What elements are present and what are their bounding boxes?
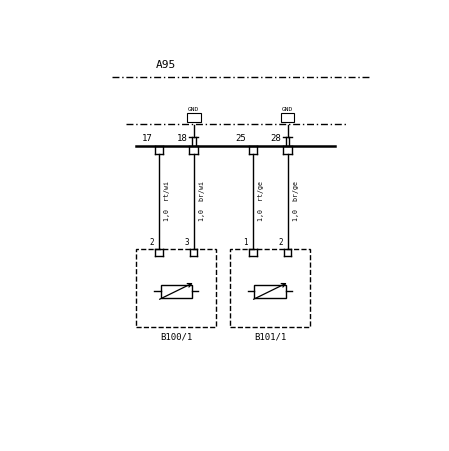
Text: GND: GND	[188, 107, 199, 112]
Bar	[230, 249, 310, 327]
Text: 3: 3	[185, 238, 189, 247]
Text: 25: 25	[236, 134, 247, 143]
Text: 2: 2	[150, 238, 154, 247]
Bar	[255, 285, 286, 298]
Text: 18: 18	[176, 134, 187, 143]
Bar	[136, 249, 216, 327]
Text: 1,0  rt/wi: 1,0 rt/wi	[164, 181, 170, 221]
Text: B100/1: B100/1	[160, 333, 192, 342]
Text: 1,0  br/wi: 1,0 br/wi	[199, 181, 205, 221]
Text: 1,0  br/ge: 1,0 br/ge	[293, 181, 299, 221]
Text: 17: 17	[142, 134, 153, 143]
Text: 1,0  rt/ge: 1,0 rt/ge	[258, 181, 264, 221]
Bar	[187, 113, 201, 122]
Text: B101/1: B101/1	[254, 333, 286, 342]
Text: 28: 28	[270, 134, 281, 143]
Text: 2: 2	[278, 238, 283, 247]
Text: GND: GND	[282, 107, 293, 112]
Bar	[160, 285, 192, 298]
Text: A95: A95	[155, 60, 176, 70]
Text: 1: 1	[243, 238, 248, 247]
Bar	[281, 113, 295, 122]
